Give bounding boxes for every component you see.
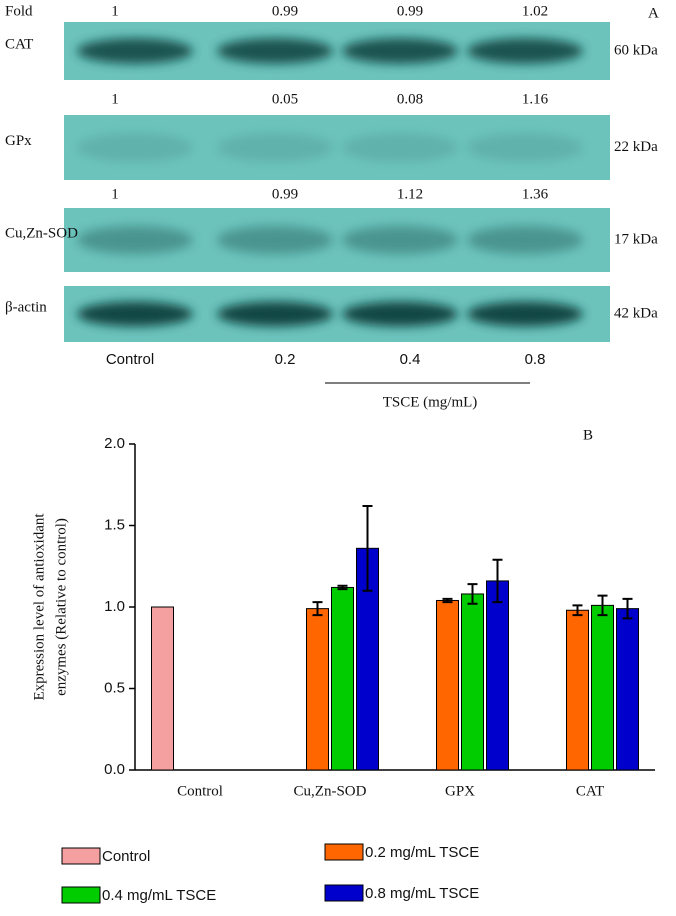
blot-band: [467, 301, 583, 327]
y-tick-label: 1.5: [104, 516, 125, 533]
kda-label: 22 kDa: [614, 139, 658, 155]
x-tick-label: GPX: [445, 783, 475, 799]
kda-label: 60 kDa: [614, 42, 658, 58]
panel-b: B: [583, 427, 593, 443]
fold-value: 0.99: [397, 3, 423, 19]
y-tick-label: 0.0: [104, 761, 125, 778]
legend-label: Control: [102, 848, 150, 865]
legend-swatch: [324, 884, 364, 902]
blot-band: [77, 38, 193, 64]
blot-band: [217, 38, 333, 64]
fold-value: 1.36: [522, 186, 549, 202]
fold-value: 1.16: [522, 91, 549, 107]
bar: [331, 586, 354, 771]
error-bar: [572, 604, 583, 617]
fold-value: 1: [111, 3, 119, 19]
blot-band: [342, 301, 458, 327]
error-bar: [442, 597, 453, 604]
legend-swatch: [61, 847, 101, 865]
error-bar: [622, 597, 633, 620]
error-bar: [337, 584, 348, 591]
bar: [616, 608, 639, 771]
bar: [566, 609, 589, 771]
legend-swatch: [324, 843, 364, 861]
blot-band: [467, 225, 583, 255]
x-tick-label: Cu,Zn-SOD: [294, 783, 367, 799]
legend-swatch: [61, 886, 101, 904]
blot-strips: [64, 22, 610, 342]
blot-band: [77, 225, 193, 255]
y-axis-label: enzymes (Relative to control): [53, 518, 69, 696]
kda-label: 17 kDa: [614, 231, 658, 247]
error-bar: [467, 583, 478, 605]
y-tick-label: 0.5: [104, 679, 125, 696]
row-label: CAT: [5, 36, 33, 52]
fold-value: 0.99: [272, 186, 298, 202]
bar: [436, 599, 459, 771]
legend-label: 0.2 mg/mL TSCE: [365, 844, 479, 861]
blot-band: [217, 301, 333, 327]
blot-band: [467, 133, 583, 162]
blot-band: [342, 225, 458, 255]
lane-label: Control: [106, 351, 154, 368]
row-label: β-actin: [5, 299, 47, 315]
kda-label: 42 kDa: [614, 305, 658, 321]
y-tick-label: 2.0: [104, 435, 125, 452]
blot-band: [342, 38, 458, 64]
blot-band: [467, 38, 583, 64]
fold-header: Fold: [5, 3, 33, 19]
error-bar: [492, 558, 503, 604]
error-bar: [597, 594, 608, 617]
lane-label: 0.8: [525, 351, 546, 368]
fold-value: 1: [111, 186, 119, 202]
fold-value: 1.12: [397, 186, 423, 202]
legend-label: 0.4 mg/mL TSCE: [102, 887, 216, 904]
fold-value: 0.08: [397, 91, 423, 107]
bar: [306, 608, 329, 771]
lane-label: 0.4: [400, 351, 421, 368]
bar: [461, 593, 484, 771]
blot-band: [217, 225, 333, 255]
x-tick-label: Control: [177, 783, 223, 799]
blot-band: [342, 133, 458, 162]
fold-value: 1.02: [522, 3, 548, 19]
fold-value: 1: [111, 91, 119, 107]
fold-value: 0.99: [272, 3, 298, 19]
fold-value: 0.05: [272, 91, 298, 107]
x-tick-label: CAT: [576, 783, 604, 799]
bar: [486, 580, 509, 771]
y-axis-label: Expression level of antioxidant: [31, 513, 47, 701]
bar: [591, 604, 614, 771]
blot-band: [77, 301, 193, 327]
lane-label: 0.2: [275, 351, 296, 368]
blot-band: [77, 133, 193, 162]
treatment-label: TSCE (mg/mL): [383, 394, 478, 410]
panel-a: A: [648, 5, 659, 21]
error-bar: [312, 601, 323, 617]
row-label: GPx: [5, 133, 32, 149]
row-label: Cu,Zn-SOD: [5, 225, 78, 241]
bar: [151, 606, 174, 771]
blot-band: [217, 133, 333, 162]
error-bar: [362, 504, 373, 592]
y-tick-label: 1.0: [104, 598, 125, 615]
legend-label: 0.8 mg/mL TSCE: [365, 885, 479, 902]
